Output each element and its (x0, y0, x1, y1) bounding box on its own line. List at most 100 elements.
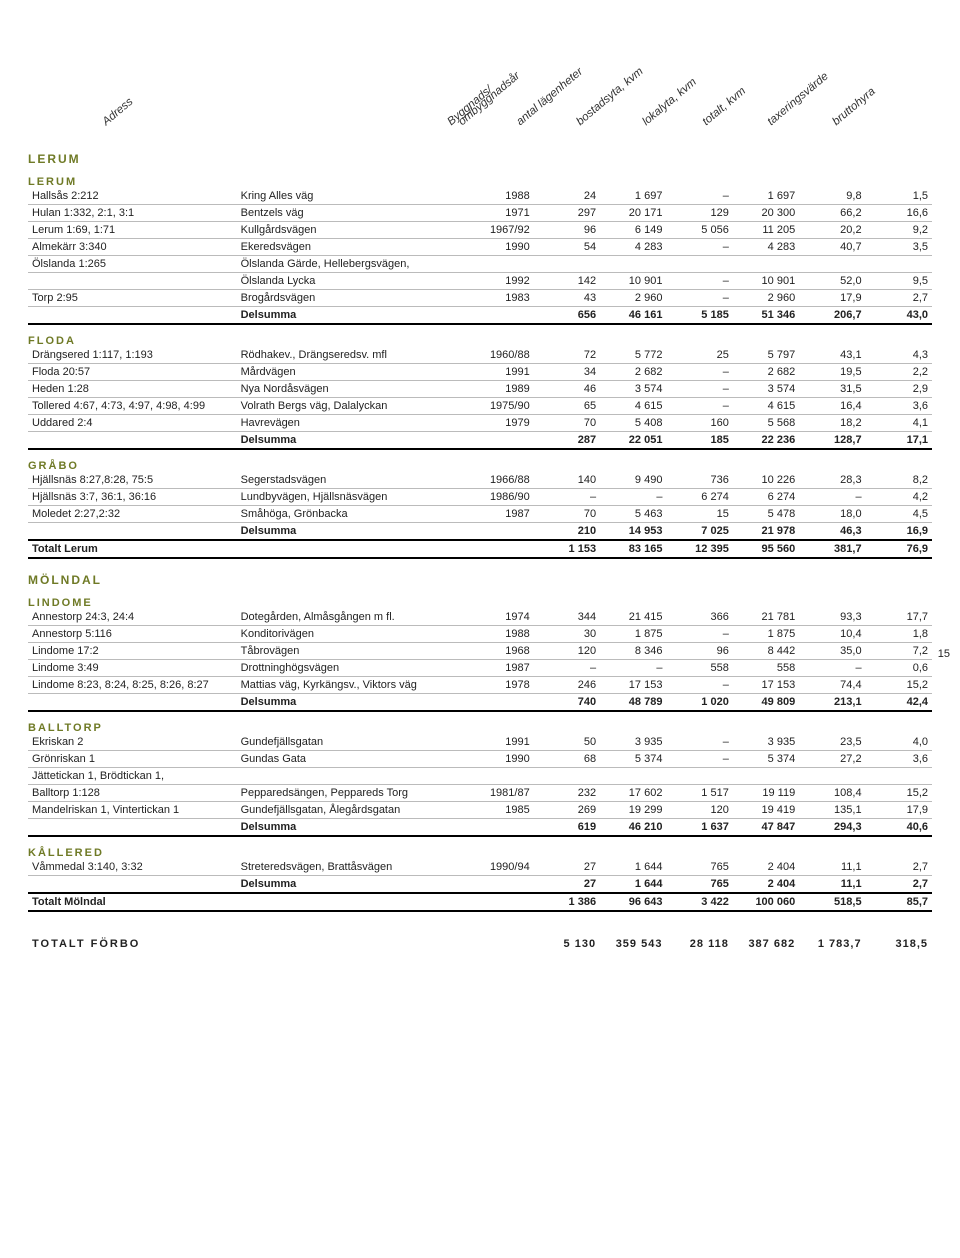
cell: 518,5 (799, 894, 865, 911)
cell: 50 (534, 734, 600, 751)
cell: Mårdvägen (237, 364, 456, 381)
cell: 7,2 (866, 643, 932, 660)
cell: – (666, 751, 732, 768)
cell: 14 953 (600, 523, 666, 541)
cell: Annestorp 5:116 (28, 626, 237, 643)
cell: 96 (534, 222, 600, 239)
cell: 3,6 (866, 751, 932, 768)
table-row: Ekriskan 2Gundefjällsgatan1991503 935–3 … (28, 734, 932, 751)
table-row: Ölslanda Lycka199214210 901–10 90152,09,… (28, 273, 932, 290)
cell: – (600, 489, 666, 506)
cell: 27 (534, 859, 600, 876)
cell: 318,5 (866, 936, 932, 952)
cell (600, 256, 666, 273)
cell: 5 130 (534, 936, 600, 952)
cell: Drottninghögsvägen (237, 660, 456, 677)
cell: Mandelriskan 1, Vintertickan 1 (28, 802, 237, 819)
cell: 27,2 (799, 751, 865, 768)
cell: 43 (534, 290, 600, 307)
cell: 1 875 (733, 626, 799, 643)
cell: 142 (534, 273, 600, 290)
cell (666, 768, 732, 785)
cell: 70 (534, 506, 600, 523)
cell: 2 960 (600, 290, 666, 307)
cell: 736 (666, 472, 732, 489)
table-row: Moledet 2:27,2:32Småhöga, Grönbacka19877… (28, 506, 932, 523)
cell: 40,7 (799, 239, 865, 256)
data-table: Annestorp 24:3, 24:4Dotegården, Almåsgån… (28, 609, 932, 712)
cell: 2,2 (866, 364, 932, 381)
table-row: Lindome 17:2Tåbrovägen19681208 346968 44… (28, 643, 932, 660)
cell: Volrath Bergs väg, Dalalyckan (237, 398, 456, 415)
cell: Heden 1:28 (28, 381, 237, 398)
cell: 16,4 (799, 398, 865, 415)
cell: 83 165 (600, 541, 666, 558)
cell: 1971 (456, 205, 534, 222)
cell: 34 (534, 364, 600, 381)
cell: Balltorp 1:128 (28, 785, 237, 802)
table-row: Floda 20:57Mårdvägen1991342 682–2 68219,… (28, 364, 932, 381)
cell: 11,1 (799, 859, 865, 876)
cell: Rödhakev., Drängseredsv. mfl (237, 347, 456, 364)
cell: 10 226 (733, 472, 799, 489)
table-row: Hjällsnäs 3:7, 36:1, 36:16Lundbyvägen, H… (28, 489, 932, 506)
data-table: Ekriskan 2Gundefjällsgatan1991503 935–3 … (28, 734, 932, 837)
cell: 1 517 (666, 785, 732, 802)
cell: 9,8 (799, 188, 865, 205)
cell: Hulan 1:332, 2:1, 3:1 (28, 205, 237, 222)
cell: 4,0 (866, 734, 932, 751)
cell: 206,7 (799, 307, 865, 325)
cell: Delsumma (237, 432, 456, 450)
cell: 70 (534, 415, 600, 432)
cell (28, 819, 237, 837)
cell: 46 161 (600, 307, 666, 325)
cell: 43,0 (866, 307, 932, 325)
cell: Torp 2:95 (28, 290, 237, 307)
cell: 12 395 (666, 541, 732, 558)
cell: Almekärr 3:340 (28, 239, 237, 256)
cell (534, 256, 600, 273)
cell: 10,4 (799, 626, 865, 643)
cell: 1975/90 (456, 398, 534, 415)
cell: 17 153 (600, 677, 666, 694)
cell: Hallsås 2:212 (28, 188, 237, 205)
cell: Totalt Lerum (28, 541, 237, 558)
cell: 1960/88 (456, 347, 534, 364)
cell: Floda 20:57 (28, 364, 237, 381)
cell (456, 523, 534, 541)
cell: 19,5 (799, 364, 865, 381)
cell: 1989 (456, 381, 534, 398)
table-row: Våmmedal 3:140, 3:32Streteredsvägen, Bra… (28, 859, 932, 876)
cell: 10 901 (600, 273, 666, 290)
table-row: Tollered 4:67, 4:73, 4:97, 4:98, 4:99Vol… (28, 398, 932, 415)
cell: 72 (534, 347, 600, 364)
cell: Kullgårdsvägen (237, 222, 456, 239)
cell: 4 283 (600, 239, 666, 256)
cell: 1 644 (600, 876, 666, 894)
cell: 120 (534, 643, 600, 660)
cell (456, 768, 534, 785)
cell: Annestorp 24:3, 24:4 (28, 609, 237, 626)
cell (456, 256, 534, 273)
cell: 5 797 (733, 347, 799, 364)
cell: 1 697 (600, 188, 666, 205)
cell: 1 644 (600, 859, 666, 876)
table-row: Ölslanda 1:265Ölslanda Gärde, Hellebergs… (28, 256, 932, 273)
cell: Jättetickan 1, Brödtickan 1, (28, 768, 237, 785)
cell: 344 (534, 609, 600, 626)
table-row: Hallsås 2:212Kring Alles väg1988241 697–… (28, 188, 932, 205)
cell: 4 283 (733, 239, 799, 256)
cell: 765 (666, 876, 732, 894)
cell: – (534, 660, 600, 677)
cell (456, 894, 534, 911)
cell: 10 901 (733, 273, 799, 290)
cell (866, 768, 932, 785)
cell: 52,0 (799, 273, 865, 290)
cell: 100 060 (733, 894, 799, 911)
cell: 3 935 (733, 734, 799, 751)
cell: Ekeredsvägen (237, 239, 456, 256)
cell: 20 171 (600, 205, 666, 222)
cell: – (534, 489, 600, 506)
cell: Delsumma (237, 694, 456, 712)
cell: 1967/92 (456, 222, 534, 239)
